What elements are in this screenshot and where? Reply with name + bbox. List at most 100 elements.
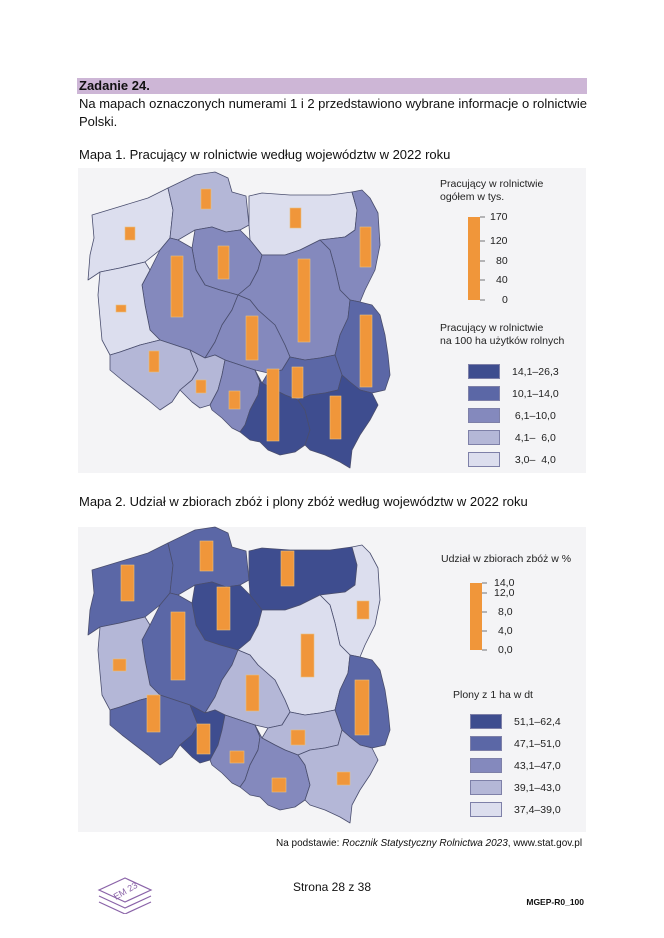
map1-tick: 120	[490, 235, 508, 247]
map2-bar-legend	[470, 583, 482, 650]
bar-dolnoslaskie	[146, 694, 161, 733]
bar-podlaskie	[356, 600, 370, 620]
region-lodzkie	[204, 294, 291, 374]
region-slaskie	[209, 714, 261, 788]
bar-mazowieckie	[297, 258, 311, 343]
legend-swatch	[468, 386, 500, 401]
map1-legend-class: 10,1–14,0	[468, 386, 559, 401]
bar-podlaskie	[359, 226, 372, 268]
region-podlaskie	[319, 544, 381, 658]
bar-opolskie	[196, 723, 211, 755]
map2-tick: 14,0	[494, 577, 515, 589]
region-lubelskie	[334, 299, 391, 394]
region-wielkopolskie	[141, 592, 239, 714]
map1-tick: 40	[496, 274, 508, 286]
map2-tick: 8,0	[498, 606, 513, 618]
map1-tick: 170	[490, 211, 508, 223]
region-lubelskie	[334, 654, 391, 749]
bar-slaskie	[229, 750, 245, 764]
bar-podkarpackie	[329, 395, 342, 440]
region-warminsko-mazurskie	[248, 546, 358, 611]
region-lubuskie	[97, 616, 161, 711]
bar-mazowieckie	[300, 633, 315, 678]
bar-slaskie	[228, 390, 241, 410]
bar-lubelskie	[359, 314, 373, 388]
bar-kujawsko-pomorskie	[217, 245, 230, 280]
region-zachodniopomorskie	[87, 187, 174, 281]
legend-swatch	[470, 736, 502, 751]
legend-swatch	[468, 452, 500, 467]
region-podkarpackie	[297, 374, 379, 469]
region-podkarpackie	[297, 729, 379, 824]
map2-legend-class: 47,1–51,0	[470, 736, 561, 751]
bar-kujawsko-pomorskie	[216, 586, 231, 631]
region-warminsko-mazurskie	[248, 191, 358, 256]
region-malopolskie	[239, 724, 311, 811]
bar-zachodniopomorskie	[120, 564, 135, 602]
legend-swatch	[468, 430, 500, 445]
legend-swatch	[470, 802, 502, 817]
region-lodzkie	[204, 649, 291, 729]
map1-legend-class: 3,0– 4,0	[468, 452, 556, 467]
map2-tick: 4,0	[498, 625, 513, 637]
legend-swatch	[468, 364, 500, 379]
bar-wielkopolskie	[170, 255, 184, 318]
bar-lodzkie	[245, 674, 260, 712]
bar-lubuskie	[112, 658, 127, 672]
bar-dolnoslaskie	[148, 350, 160, 373]
exam-logo-icon: EM 23	[97, 877, 153, 914]
map1-choropleth-legend-title: Pracujący w rolnictwie na 100 ha użytków…	[440, 322, 565, 347]
map2-legend-class: 39,1–43,0	[470, 780, 561, 795]
bar-lubelskie	[354, 679, 370, 736]
map2-title: Mapa 2. Udział w zbiorach zbóż i plony z…	[79, 494, 528, 509]
bar-podkarpackie	[336, 771, 351, 786]
region-kujawsko-pomorskie	[191, 226, 263, 296]
bar-swietokrzyskie	[290, 729, 306, 746]
legend-swatch	[470, 780, 502, 795]
map2-tick: 12,0	[494, 587, 515, 599]
region-dolnoslaskie	[109, 339, 199, 411]
region-podlaskie	[319, 189, 381, 303]
map1-legend-class: 4,1– 6,0	[468, 430, 556, 445]
legend-swatch	[470, 758, 502, 773]
map2-legend-class: 37,4–39,0	[470, 802, 561, 817]
source-title: Rocznik Statystyczny Rolnictwa 2023	[342, 838, 508, 849]
bar-warminsko-mazurskie	[280, 550, 295, 587]
region-mazowieckie	[237, 594, 351, 716]
bar-zachodniopomorskie	[124, 226, 136, 241]
map1-bar-legend	[468, 217, 480, 300]
region-malopolskie	[239, 369, 311, 456]
region-zachodniopomorskie	[87, 542, 174, 636]
map1-legend-class: 14,1–26,3	[468, 364, 559, 379]
region-mazowieckie	[237, 239, 351, 361]
map1-tick: 80	[496, 255, 508, 267]
region-dolnoslaskie	[109, 694, 199, 766]
source-note: Na podstawie: Rocznik Statystyczny Rolni…	[276, 838, 583, 849]
bar-swietokrzyskie	[291, 366, 304, 399]
region-swietokrzyskie	[261, 709, 343, 756]
task-intro: Na mapach oznaczonych numerami 1 i 2 prz…	[79, 96, 587, 129]
bar-malopolskie	[271, 777, 287, 793]
bar-pomorskie	[199, 540, 214, 572]
map1-title: Mapa 1. Pracujący w rolnictwie według wo…	[79, 147, 451, 162]
map2-legend-class: 51,1–62,4	[470, 714, 561, 729]
map1-bar-legend-title: Pracujący w rolnictwie ogółem w tys.	[440, 178, 544, 203]
bar-warminsko-mazurskie	[289, 207, 302, 229]
map1-tick: 0	[502, 294, 508, 306]
region-pomorskie	[167, 526, 250, 596]
map1-legend-class: 6,1–10,0	[468, 408, 556, 423]
map2-tick: 0,0	[498, 644, 513, 656]
region-lubuskie	[97, 261, 161, 356]
map2-legend-class: 43,1–47,0	[470, 758, 561, 773]
bar-pomorskie	[200, 188, 212, 210]
bar-lodzkie	[245, 315, 259, 361]
bar-lubuskie	[115, 304, 127, 313]
region-swietokrzyskie	[261, 354, 343, 401]
region-pomorskie	[167, 171, 250, 241]
region-opolskie	[179, 349, 226, 409]
map2-bar-legend-title: Udział w zbiorach zbóż w %	[441, 553, 572, 565]
region-kujawsko-pomorskie	[191, 581, 263, 651]
legend-swatch	[470, 714, 502, 729]
